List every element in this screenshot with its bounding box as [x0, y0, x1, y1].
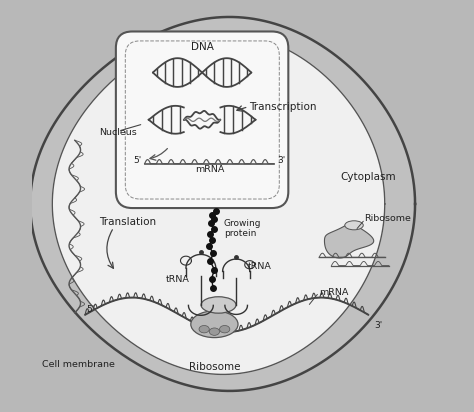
Text: Ribosome: Ribosome [365, 214, 411, 223]
FancyBboxPatch shape [116, 31, 288, 208]
Text: 3': 3' [374, 321, 383, 330]
Ellipse shape [201, 297, 236, 313]
Text: Cytoplasm: Cytoplasm [341, 172, 396, 182]
Text: 3': 3' [277, 156, 285, 165]
Ellipse shape [210, 328, 219, 335]
Text: 5': 5' [134, 156, 142, 165]
Text: mRNA: mRNA [319, 288, 348, 297]
Ellipse shape [191, 311, 238, 337]
Polygon shape [52, 33, 385, 375]
Text: mRNA: mRNA [196, 165, 225, 174]
Text: Ribosome: Ribosome [189, 362, 240, 372]
Text: DNA: DNA [191, 42, 213, 52]
Text: Cell membrane: Cell membrane [43, 360, 115, 369]
Text: tRNA: tRNA [248, 262, 272, 271]
Text: Growing
protein: Growing protein [224, 219, 261, 238]
Ellipse shape [199, 325, 210, 333]
Text: 5': 5' [86, 305, 94, 314]
Text: Nucleus: Nucleus [100, 128, 137, 137]
Text: Translation: Translation [99, 218, 156, 227]
Ellipse shape [219, 325, 230, 333]
Polygon shape [30, 17, 415, 391]
Text: Transcription: Transcription [249, 102, 317, 112]
Ellipse shape [345, 221, 363, 230]
Text: tRNA: tRNA [166, 274, 190, 283]
Polygon shape [325, 224, 374, 258]
